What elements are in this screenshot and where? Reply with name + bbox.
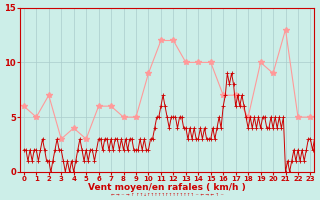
- Text: ← → ~ → ↑ ↑↑↓↑↑↑↑↑↑↑↑↑↑↑↑↑ ~ ← → ← ↑ ~: ← → ~ → ↑ ↑↑↓↑↑↑↑↑↑↑↑↑↑↑↑↑ ~ ← → ← ↑ ~: [111, 193, 224, 197]
- X-axis label: Vent moyen/en rafales ( km/h ): Vent moyen/en rafales ( km/h ): [88, 183, 246, 192]
